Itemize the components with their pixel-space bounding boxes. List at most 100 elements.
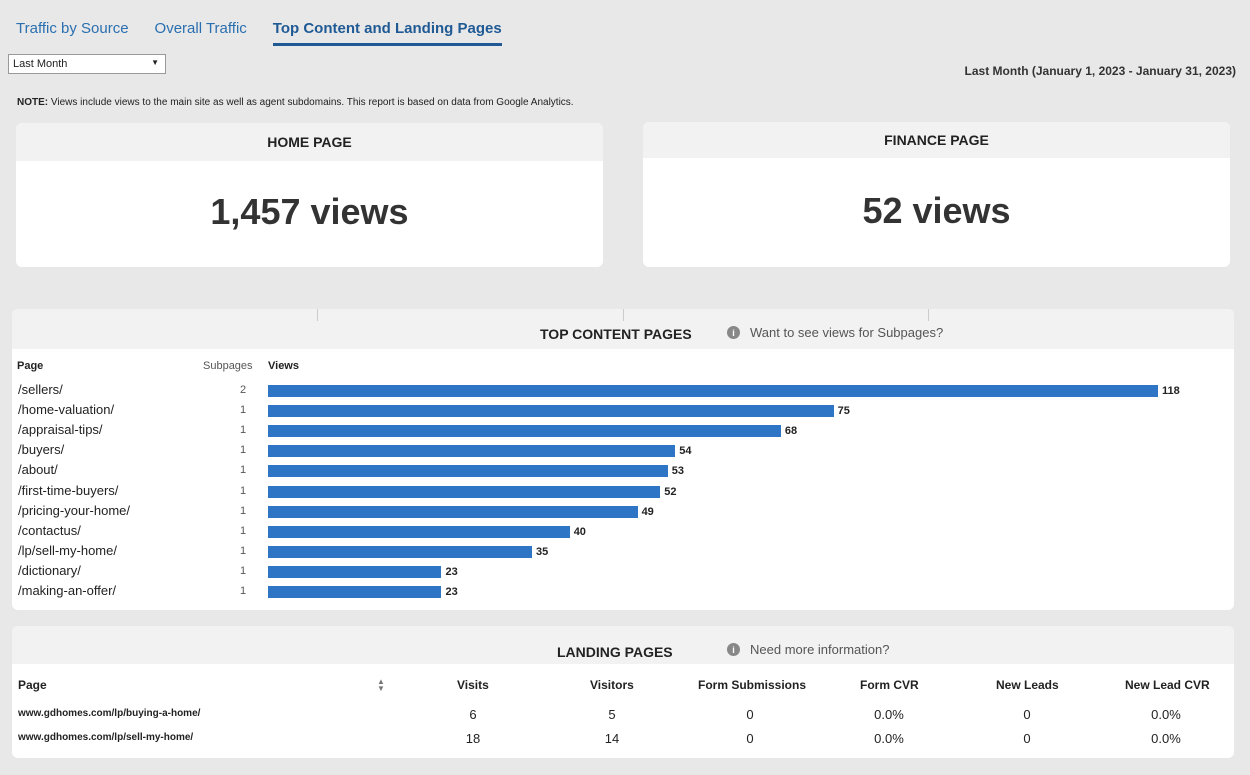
lp-cell-form-cvr: 0.0%: [874, 707, 904, 722]
views-bar-label: 23: [445, 565, 458, 578]
tab-top-content[interactable]: Top Content and Landing Pages: [272, 20, 502, 46]
views-bar[interactable]: [268, 445, 676, 458]
content-row-page: /dictionary/: [18, 562, 81, 578]
content-row-subpages: 2: [240, 384, 247, 396]
landing-pages-title: LANDING PAGES: [557, 644, 673, 660]
views-bar-label: 53: [671, 465, 684, 478]
report-note: NOTE: Views include views to the main si…: [17, 97, 574, 108]
finance-page-title: FINANCE PAGE: [643, 122, 1230, 158]
info-icon: i: [727, 643, 740, 656]
tab-traffic-by-source[interactable]: Traffic by Source: [16, 20, 129, 37]
home-page-card: HOME PAGE 1,457 views: [16, 123, 603, 267]
top-content-header: TOP CONTENT PAGES i Want to see views fo…: [12, 309, 1234, 349]
lp-cell-new-lead-cvr: 0.0%: [1151, 707, 1181, 722]
content-row-subpages: 1: [240, 524, 247, 537]
views-bar[interactable]: [268, 586, 442, 598]
content-row-page: /making-an-offer/: [18, 583, 117, 598]
col-header-views: Views: [268, 360, 299, 372]
subpages-info-text: Want to see views for Subpages?: [750, 325, 944, 340]
info-icon: i: [727, 326, 740, 339]
content-row-page: /lp/sell-my-home/: [18, 542, 117, 558]
content-row-subpages: 1: [240, 564, 247, 577]
tab-bar: Traffic by Source Overall Traffic Top Co…: [16, 20, 502, 46]
lp-cell-new-leads: 0: [1023, 707, 1031, 722]
lp-col-new-leads[interactable]: New Leads: [996, 678, 1059, 692]
content-row-page: /pricing-your-home/: [18, 502, 130, 518]
period-select-value: Last Month: [13, 58, 68, 70]
content-row-subpages: 1: [240, 484, 247, 497]
landing-pages-panel: LANDING PAGES i Need more information? P…: [12, 626, 1234, 758]
finance-page-views: 52 views: [862, 190, 1011, 231]
home-page-views: 1,457 views: [210, 191, 409, 232]
content-row-page: /about/: [18, 462, 58, 478]
views-bar[interactable]: [268, 485, 661, 498]
more-info-link[interactable]: i Need more information?: [727, 642, 889, 657]
lp-col-form-cvr[interactable]: Form CVR: [860, 678, 919, 692]
lp-cell-visits: 6: [469, 707, 477, 722]
header-divider: [317, 309, 318, 321]
date-range-label: Last Month (January 1, 2023 - January 31…: [964, 64, 1236, 78]
lp-col-new-lead-cvr[interactable]: New Lead CVR: [1125, 678, 1210, 692]
finance-page-card: FINANCE PAGE 52 views: [643, 122, 1230, 267]
views-bar-label: 118: [1162, 385, 1180, 397]
lp-col-visits[interactable]: Visits: [457, 678, 489, 692]
chevron-down-icon: ▼: [151, 58, 159, 67]
lp-cell-form-submissions: 0: [746, 707, 754, 722]
views-bar[interactable]: [268, 525, 570, 538]
content-row-subpages: 1: [240, 544, 247, 557]
views-bar[interactable]: [268, 565, 442, 578]
content-row-subpages: 1: [240, 404, 247, 417]
top-content-panel: TOP CONTENT PAGES i Want to see views fo…: [12, 309, 1234, 610]
views-bar-label: 52: [664, 485, 677, 498]
lp-cell-new-leads: 0: [1023, 731, 1031, 746]
content-row-page: /first-time-buyers/: [18, 482, 119, 498]
views-bar-label: 75: [837, 405, 850, 418]
content-row-page: /buyers/: [18, 442, 65, 458]
lp-cell-page: www.gdhomes.com/lp/buying-a-home/: [18, 708, 201, 719]
landing-pages-header: LANDING PAGES i Need more information?: [12, 626, 1234, 664]
lp-col-visitors[interactable]: Visitors: [590, 678, 634, 692]
top-content-title: TOP CONTENT PAGES: [540, 326, 692, 342]
content-row-subpages: 1: [240, 585, 247, 597]
lp-cell-visitors: 5: [608, 707, 616, 722]
views-bar[interactable]: [268, 505, 638, 518]
lp-cell-visits: 18: [465, 731, 481, 746]
content-row-subpages: 1: [240, 444, 247, 457]
content-row-page: /home-valuation/: [18, 402, 115, 418]
lp-cell-visitors: 14: [604, 731, 620, 746]
views-bar[interactable]: [268, 405, 834, 418]
header-divider: [623, 309, 624, 321]
sort-icon[interactable]: ▲ ▼: [377, 677, 385, 693]
views-bar[interactable]: [268, 385, 1158, 397]
col-header-page: Page: [17, 360, 44, 372]
views-bar-label: 40: [573, 525, 586, 538]
views-bar-label: 35: [535, 545, 549, 558]
more-info-text: Need more information?: [750, 642, 890, 657]
note-text: Views include views to the main site as …: [48, 97, 574, 108]
period-select[interactable]: Last Month ▼: [8, 54, 166, 74]
col-header-subpages: Subpages: [203, 360, 253, 372]
content-row-page: /appraisal-tips/: [18, 422, 103, 438]
views-bar[interactable]: [268, 545, 532, 558]
views-bar[interactable]: [268, 425, 781, 438]
content-row-subpages: 1: [240, 464, 247, 477]
views-bar-label: 23: [445, 586, 458, 598]
header-divider: [928, 309, 929, 321]
tab-overall-traffic[interactable]: Overall Traffic: [154, 20, 247, 37]
views-bar[interactable]: [268, 465, 668, 478]
content-row-page: /contactus/: [18, 522, 81, 538]
views-bar-label: 54: [679, 445, 692, 458]
lp-cell-page: www.gdhomes.com/lp/sell-my-home/: [18, 732, 194, 743]
views-bar-label: 49: [641, 505, 654, 518]
content-row-page: /sellers/: [18, 382, 63, 397]
lp-col-form-submissions[interactable]: Form Submissions: [698, 678, 807, 692]
content-row-subpages: 1: [240, 424, 247, 437]
lp-cell-new-lead-cvr: 0.0%: [1151, 731, 1181, 746]
content-row-subpages: 1: [240, 504, 247, 517]
lp-col-page[interactable]: Page: [18, 678, 47, 692]
home-page-title: HOME PAGE: [16, 123, 603, 161]
note-prefix: NOTE:: [17, 97, 49, 108]
lp-cell-form-cvr: 0.0%: [874, 731, 904, 746]
views-bar-label: 68: [784, 425, 798, 438]
subpages-info-link[interactable]: i Want to see views for Subpages?: [727, 325, 943, 340]
